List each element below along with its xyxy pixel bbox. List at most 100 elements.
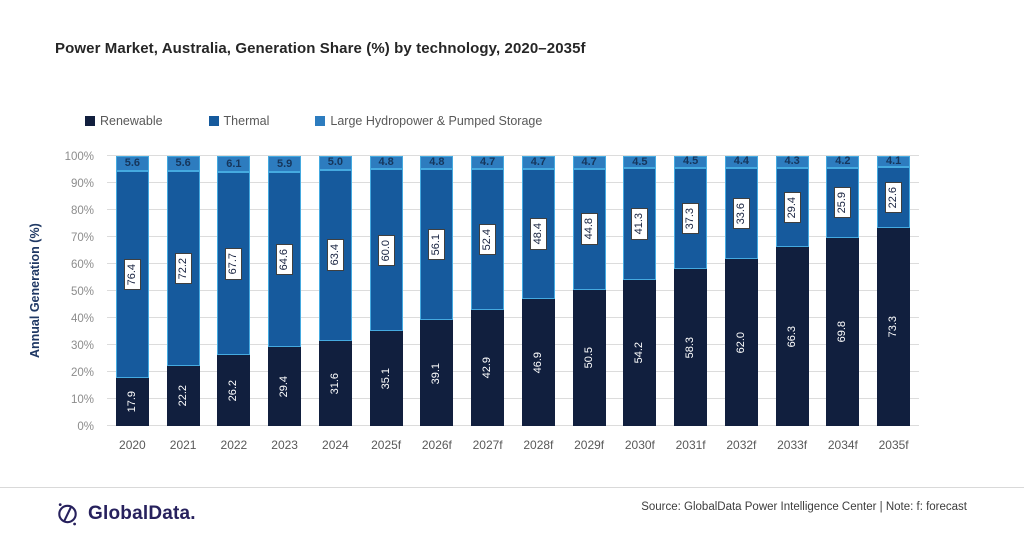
gridline [107, 371, 919, 372]
x-tick-label: 2027f [472, 438, 503, 452]
renewable-legend-swatch-icon [85, 116, 95, 126]
bars-layer: 5.6 76.4 17.9 5.6 72.2 22.2 6.1 67.7 26.2 5.9 64.6… [107, 156, 919, 426]
thermal-value-label: 76.4 [123, 258, 141, 291]
segment-hydro: 4.1 [877, 156, 911, 168]
segment-thermal: 67.7 [217, 172, 251, 356]
segment-hydro: 6.1 [217, 156, 251, 173]
segment-renewable: 69.8 [826, 237, 860, 426]
y-tick-label: 20% [70, 367, 94, 379]
hydro-value-label: 5.0 [327, 156, 344, 169]
segment-thermal: 72.2 [166, 171, 200, 367]
hydro-value-label: 4.7 [479, 155, 496, 168]
bar-slot: 5.6 76.4 17.9 [107, 156, 158, 426]
y-tick-label: 100% [64, 151, 94, 163]
hydro-legend-swatch-icon [315, 116, 326, 126]
renewable-value-label: 46.9 [531, 351, 544, 374]
segment-hydro: 4.2 [826, 155, 860, 168]
y-tick-label: 50% [70, 286, 94, 298]
x-tick-label: 2023 [271, 438, 298, 452]
stacked-bar-2021: 5.6 72.2 22.2 [166, 156, 200, 426]
stacked-bar-2025f: 4.8 60.0 35.1 [369, 156, 403, 426]
thermal-value-label: 67.7 [225, 248, 243, 280]
hydro-value-label: 4.8 [429, 156, 445, 168]
x-tick-label: 2025f [371, 438, 402, 452]
segment-thermal: 37.3 [674, 167, 708, 269]
bar-slot: 4.5 41.3 54.2 [615, 156, 666, 426]
segment-hydro: 5.9 [268, 156, 302, 173]
brand-name: GlobalData. [88, 502, 196, 524]
segment-hydro: 5.0 [318, 156, 352, 170]
segment-thermal: 64.6 [268, 172, 302, 347]
thermal-value-label: 56.1 [428, 228, 446, 261]
renewable-value-label: 31.6 [328, 372, 341, 395]
hydro-value-label: 4.3 [784, 155, 800, 168]
x-tick-label: 2022 [220, 438, 248, 452]
segment-renewable: 73.3 [877, 228, 911, 426]
stacked-bar-2034f: 4.2 25.9 69.8 [826, 155, 860, 426]
gridlines-layer [107, 155, 919, 426]
plot-area: 5.6 76.4 17.9 5.6 72.2 22.2 6.1 67.7 26.2 5.9 64.6… [107, 155, 919, 426]
segment-thermal: 48.4 [521, 168, 555, 300]
y-tick-label: 90% [70, 178, 94, 190]
x-tick-label: 2024 [322, 438, 349, 452]
x-tick-label: 2029f [574, 438, 605, 452]
segment-hydro: 4.7 [471, 155, 505, 169]
legend: Renewable Thermal Large Hydropower & Pum… [85, 114, 542, 128]
legend-item-thermal: Thermal [208, 114, 269, 128]
renewable-value-label: 17.9 [125, 391, 138, 413]
renewable-value-label: 62.0 [734, 331, 747, 354]
renewable-value-label: 66.3 [785, 325, 798, 348]
segment-thermal: 76.4 [115, 171, 149, 378]
y-tick-label: 10% [70, 394, 94, 406]
thermal-legend-swatch-icon [208, 116, 219, 126]
segment-thermal: 44.8 [572, 168, 606, 290]
stacked-bar-2023: 5.9 64.6 29.4 [268, 156, 302, 426]
thermal-value-label: 29.4 [783, 191, 801, 224]
segment-renewable: 54.2 [623, 279, 657, 426]
gridline [107, 182, 919, 183]
segment-renewable: 26.2 [217, 355, 251, 426]
gridline [107, 290, 919, 291]
y-tick-label: 60% [70, 259, 94, 271]
hydro-value-label: 4.7 [581, 155, 597, 168]
segment-thermal: 33.6 [724, 167, 758, 259]
hydro-value-label: 4.7 [530, 155, 547, 168]
bar-slot: 4.3 29.4 66.3 [767, 156, 818, 426]
footer-divider [0, 487, 1024, 488]
stacked-bar-2028f: 4.7 48.4 46.9 [521, 155, 555, 426]
bar-slot: 4.4 33.6 62.0 [716, 156, 767, 426]
x-tick-label: 2028f [523, 438, 554, 452]
hydro-value-label: 4.2 [835, 155, 851, 168]
bar-slot: 4.8 56.1 39.1 [412, 156, 463, 426]
renewable-value-label: 54.2 [633, 342, 646, 364]
source-note: Source: GlobalData Power Intelligence Ce… [641, 501, 967, 513]
hydro-value-label: 4.4 [733, 155, 750, 168]
legend-item-renewable: Renewable [85, 114, 163, 128]
segment-thermal: 52.4 [471, 168, 505, 311]
thermal-value-label: 22.6 [885, 181, 903, 214]
bar-slot: 5.6 72.2 22.2 [158, 156, 209, 426]
segment-thermal: 56.1 [420, 168, 454, 321]
legend-label: Large Hydropower & Pumped Storage [330, 114, 543, 128]
y-tick-label: 0% [77, 421, 94, 433]
stacked-bar-2032f: 4.4 33.6 62.0 [724, 155, 758, 426]
thermal-value-label: 60.0 [377, 234, 395, 266]
segment-renewable: 17.9 [115, 377, 149, 426]
stacked-bar-2024: 5.0 63.4 31.6 [318, 156, 352, 426]
y-tick-label: 40% [70, 313, 94, 325]
renewable-value-label: 35.1 [379, 367, 392, 390]
x-tick-label: 2030f [624, 438, 655, 452]
segment-hydro: 4.4 [724, 155, 758, 168]
x-tick-label: 2020 [119, 438, 146, 452]
segment-renewable: 46.9 [521, 299, 555, 426]
renewable-value-label: 29.4 [278, 375, 291, 398]
legend-label: Renewable [100, 114, 163, 128]
y-tick-label: 80% [70, 205, 94, 217]
segment-hydro: 4.5 [674, 155, 708, 168]
segment-hydro: 5.6 [115, 156, 149, 172]
bar-slot: 4.2 25.9 69.8 [818, 156, 869, 426]
segment-renewable: 31.6 [318, 340, 352, 426]
thermal-value-label: 25.9 [834, 186, 852, 219]
bar-slot: 5.9 64.6 29.4 [259, 156, 310, 426]
bar-slot: 4.7 48.4 46.9 [513, 156, 564, 426]
